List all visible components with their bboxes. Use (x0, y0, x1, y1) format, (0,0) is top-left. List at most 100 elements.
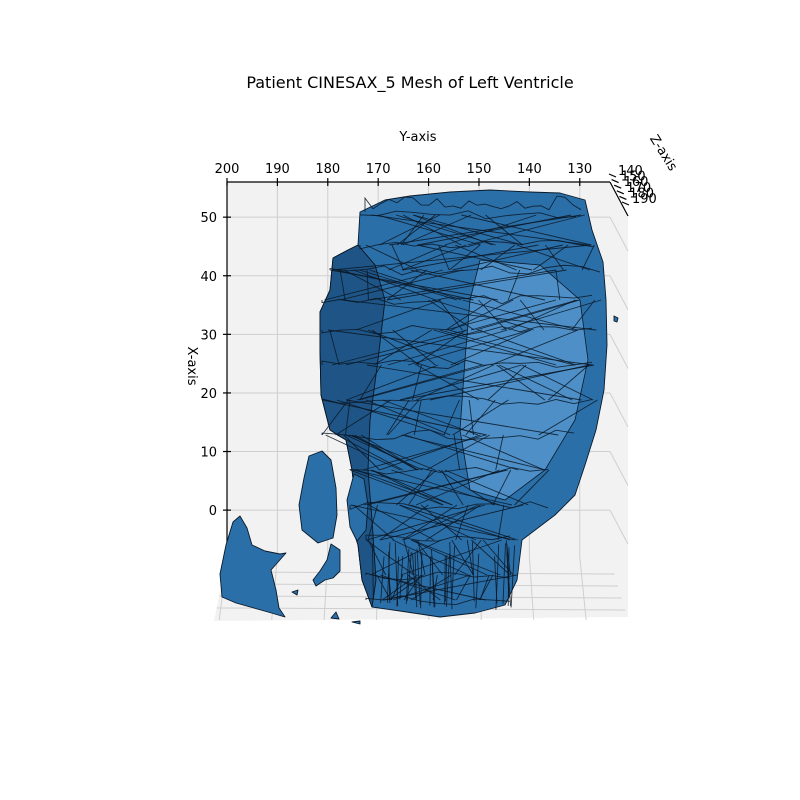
mesh-edge (372, 574, 486, 601)
mesh-edge (416, 364, 480, 401)
mesh-edge (346, 364, 439, 401)
mesh-edge (366, 364, 582, 401)
x-tick-label: 20 (200, 387, 217, 402)
mesh-edge (581, 244, 595, 271)
mesh-edge (498, 364, 573, 401)
mesh-edge (388, 551, 391, 604)
mesh-edge (485, 214, 523, 246)
mesh-edge (369, 269, 556, 301)
mesh-edge (396, 469, 437, 506)
mesh-blob-mid (346, 473, 369, 542)
mesh-edge (445, 555, 448, 602)
mesh-edge (533, 244, 569, 271)
axis-lines (226, 181, 629, 557)
mesh-edge (412, 553, 417, 600)
y-tick-label: 150 (467, 162, 492, 177)
mesh-edge (386, 399, 410, 436)
mesh-edge (446, 299, 557, 331)
mesh-contour (321, 325, 593, 336)
mesh-edge (538, 399, 598, 436)
mesh-edge (353, 269, 436, 301)
mesh-edge (438, 469, 495, 506)
mesh-contour (359, 210, 577, 220)
mesh-edge (328, 329, 593, 366)
mesh-edge (468, 399, 474, 436)
mesh-edge (392, 329, 436, 366)
mesh-edge (402, 214, 472, 246)
mesh-edge (495, 434, 504, 471)
mesh-edge (407, 574, 441, 601)
mesh-edge (400, 539, 502, 576)
mesh-edge (439, 329, 575, 366)
mesh-edge (412, 214, 493, 246)
x-side-grid-line (609, 392, 629, 428)
mesh-edge (359, 364, 382, 401)
mesh-edge (377, 214, 481, 246)
x-tick-label: 40 (200, 270, 217, 285)
mesh-edge (548, 364, 590, 401)
y-tick-label: 180 (315, 162, 340, 177)
mesh-edge (392, 574, 471, 601)
mesh-contour (365, 534, 511, 542)
mesh-fragment-1 (291, 589, 299, 596)
z-tick-mark (621, 201, 630, 206)
mesh-edge (345, 399, 351, 436)
mesh-edge (370, 539, 442, 576)
mesh-edge (339, 269, 463, 301)
mesh-edge (376, 574, 391, 601)
mesh-edge (445, 553, 451, 607)
mesh-edge (399, 504, 476, 541)
mesh-edge (432, 299, 534, 331)
mesh-edge (356, 364, 483, 401)
mesh-edge (420, 551, 423, 609)
mesh-edge (502, 543, 506, 605)
mesh-edge (372, 329, 420, 366)
mesh-edge (343, 434, 380, 471)
chart-title: Patient CINESAX_5 Mesh of Left Ventricle (246, 73, 573, 93)
mesh-edge (402, 244, 539, 271)
z-tick-mark (611, 179, 619, 184)
mesh-edge (367, 504, 378, 541)
y-axis-label: Y-axis (398, 130, 436, 145)
x-axis-label: X-axis (184, 347, 199, 386)
z-tick-label: 140 (618, 164, 643, 179)
mesh-edge (336, 399, 446, 436)
mesh-edge (396, 556, 400, 607)
z-axis-line (609, 181, 629, 217)
mesh-contour (321, 429, 575, 441)
mesh-edge (444, 214, 537, 246)
mesh-edge (359, 364, 488, 401)
z-tick-label: 180 (629, 186, 654, 201)
mesh-edge (415, 539, 444, 576)
mesh-edge (388, 244, 447, 271)
mesh-blob-low (312, 543, 341, 587)
z-tick-mark (616, 190, 625, 195)
y-tick-labels: 200 190 180 170 160 150 140 130 (215, 162, 592, 186)
mesh-edge (452, 399, 509, 436)
mesh-edge (496, 364, 546, 401)
mesh-highlight (459, 259, 589, 501)
mesh-edge (379, 434, 481, 471)
x-side-grid-line (609, 509, 629, 545)
mesh-edge (466, 539, 474, 576)
mesh-edge (433, 329, 557, 366)
mesh-wireframe (321, 195, 602, 610)
mesh-edge (408, 469, 433, 506)
mesh-contour (321, 359, 593, 369)
mesh-edge (321, 399, 349, 436)
z-tick-label: 160 (624, 175, 649, 190)
mesh-edge (492, 469, 512, 506)
mesh-edge (507, 269, 521, 301)
mesh-edge (343, 269, 402, 301)
z-tick-mark (619, 195, 627, 200)
mesh-edge (456, 574, 471, 601)
z-tick-label: 170 (626, 181, 651, 196)
mesh-edge (506, 543, 510, 599)
mesh-edge (399, 364, 595, 401)
mesh-edge (387, 329, 508, 366)
mesh-edge (366, 539, 415, 576)
mesh-edge (373, 329, 432, 366)
mesh-edge (450, 329, 532, 366)
